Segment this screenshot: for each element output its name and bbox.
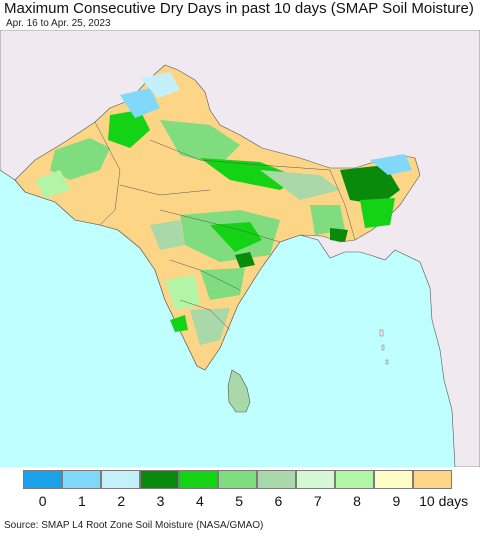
legend-label: 0 [38, 493, 47, 509]
legend-swatch [140, 470, 179, 489]
legend-swatch [101, 470, 140, 489]
legend-swatch [374, 470, 413, 489]
legend-label: 8 [353, 493, 361, 509]
legend-swatch [413, 470, 452, 489]
source-text: Source: SMAP L4 Root Zone Soil Moisture … [4, 520, 264, 531]
legend-label: 3 [156, 493, 165, 509]
map-title: Maximum Consecutive Dry Days in past 10 … [4, 0, 474, 17]
internal-borders [94, 121, 356, 331]
sri-lanka [227, 369, 251, 413]
legend-label: 6 [274, 493, 283, 509]
legend-label: 7 [313, 493, 322, 509]
legend-label: 5 [235, 493, 244, 509]
islands [379, 329, 389, 365]
legend-label: 1 [78, 493, 86, 509]
legend-swatch [179, 470, 218, 489]
legend-bar [23, 470, 452, 489]
legend-swatch [257, 470, 296, 489]
map-subtitle: Apr. 16 to Apr. 25, 2023 [6, 18, 111, 29]
legend-swatch [335, 470, 374, 489]
legend-swatch [296, 470, 335, 489]
legend-swatch [218, 470, 257, 489]
legend-label: 10 days [419, 493, 469, 509]
green-patches [35, 72, 412, 345]
map-area [0, 30, 480, 467]
map-svg [0, 30, 480, 467]
legend-swatch [23, 470, 62, 489]
legend-label: 9 [392, 493, 401, 509]
legend-label: 2 [117, 493, 126, 509]
legend-label: 4 [195, 493, 204, 509]
legend-swatch [62, 470, 101, 489]
